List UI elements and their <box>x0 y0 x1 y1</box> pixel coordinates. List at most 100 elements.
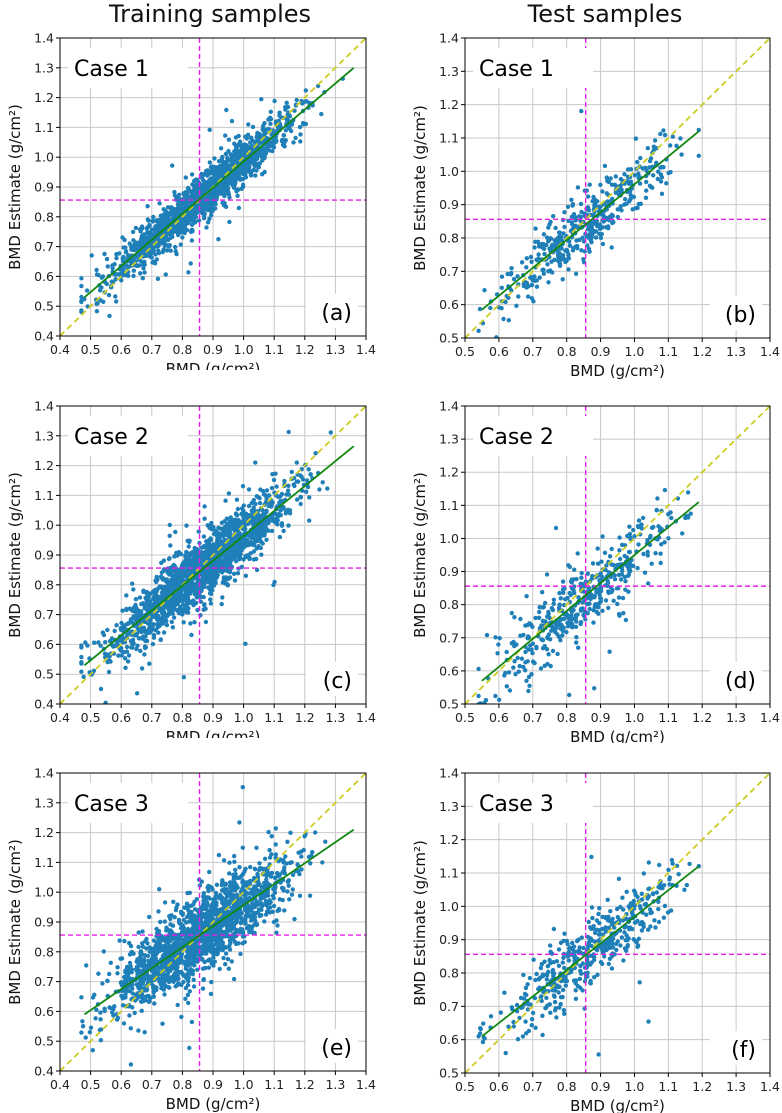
data-point <box>288 128 294 134</box>
data-point <box>273 516 279 521</box>
data-point <box>221 165 226 170</box>
data-point <box>170 564 176 569</box>
data-point <box>499 306 504 311</box>
data-point <box>220 534 226 539</box>
data-point <box>124 644 130 650</box>
x-tick-label: 0.8 <box>172 710 192 725</box>
data-point <box>696 127 701 133</box>
data-point <box>145 204 150 209</box>
data-point <box>168 206 174 211</box>
data-point <box>618 176 624 182</box>
data-point <box>535 258 540 263</box>
data-point <box>624 201 629 206</box>
data-point <box>540 646 546 651</box>
data-point <box>123 250 129 255</box>
x-tick-label: 1.2 <box>692 344 712 359</box>
data-point <box>151 622 156 627</box>
data-point <box>201 534 207 539</box>
data-point <box>147 661 152 666</box>
y-tick-label: 0.8 <box>34 944 54 959</box>
data-point <box>557 230 562 235</box>
y-tick-label: 1.3 <box>439 64 459 79</box>
data-point <box>263 130 268 136</box>
data-point <box>495 651 500 656</box>
data-point <box>103 640 108 645</box>
data-point <box>156 219 162 224</box>
data-point <box>549 259 554 264</box>
data-point <box>680 531 685 536</box>
data-point <box>205 579 210 584</box>
data-point <box>625 533 630 539</box>
x-tick-label: 0.6 <box>489 344 509 359</box>
data-point <box>283 107 288 112</box>
data-point <box>262 527 268 532</box>
scatter-points <box>79 785 328 1067</box>
x-tick-label: 1.0 <box>624 344 644 359</box>
y-tick-label: 1.2 <box>439 97 459 112</box>
data-point <box>226 491 232 496</box>
data-point <box>265 518 270 523</box>
data-point <box>570 248 576 253</box>
data-point <box>243 573 249 578</box>
data-point <box>626 573 631 578</box>
y-axis-label: BMD Estimate (g/cm²) <box>6 104 24 270</box>
data-point <box>579 248 584 253</box>
data-point <box>506 318 511 323</box>
data-point <box>176 595 181 600</box>
y-axis-label: BMD Estimate (g/cm²) <box>411 472 429 638</box>
data-point <box>264 509 269 515</box>
data-point <box>154 257 159 262</box>
data-point <box>540 618 546 624</box>
data-point <box>189 238 195 243</box>
data-point <box>599 559 604 564</box>
data-point <box>541 246 547 251</box>
x-tick-label: 0.9 <box>203 342 223 357</box>
data-point <box>192 220 197 225</box>
data-point <box>562 210 567 215</box>
data-point <box>214 529 219 535</box>
data-point <box>605 178 610 184</box>
data-point <box>175 600 180 606</box>
data-point <box>547 222 552 227</box>
y-tick-label: 0.4 <box>34 329 54 344</box>
data-point <box>574 576 579 582</box>
y-tick-label: 0.7 <box>34 607 54 622</box>
data-point <box>649 525 655 530</box>
data-point <box>281 528 286 534</box>
data-point <box>252 161 257 166</box>
y-tick-label: 1.3 <box>34 428 54 443</box>
y-tick-label: 1.4 <box>34 766 54 781</box>
data-point <box>225 187 231 192</box>
data-point <box>213 195 218 201</box>
data-point <box>79 299 84 305</box>
data-point <box>645 549 650 555</box>
y-tick-label: 1.3 <box>439 432 459 447</box>
case-label: Case 1 <box>74 57 149 82</box>
x-tick-label: 1.3 <box>325 342 345 357</box>
data-point <box>612 577 618 582</box>
data-point <box>274 484 279 489</box>
data-point <box>530 659 536 664</box>
data-point <box>177 606 182 612</box>
data-point <box>193 600 199 606</box>
data-point <box>247 164 252 169</box>
data-point <box>204 184 209 189</box>
data-point <box>204 225 209 230</box>
reference-lines <box>60 38 366 336</box>
data-point <box>549 628 554 633</box>
data-point <box>562 224 567 230</box>
data-point <box>169 210 174 215</box>
data-point <box>315 83 321 89</box>
data-point <box>133 615 138 620</box>
data-point <box>589 240 594 245</box>
x-tick-label: 0.5 <box>81 342 101 357</box>
data-point <box>172 225 177 230</box>
case-label: Case 2 <box>74 425 149 450</box>
data-point <box>541 271 546 276</box>
data-point <box>79 276 84 281</box>
data-point <box>509 641 514 646</box>
data-point <box>165 612 171 618</box>
data-point <box>293 135 298 141</box>
data-point <box>191 197 196 203</box>
data-point <box>497 636 502 641</box>
